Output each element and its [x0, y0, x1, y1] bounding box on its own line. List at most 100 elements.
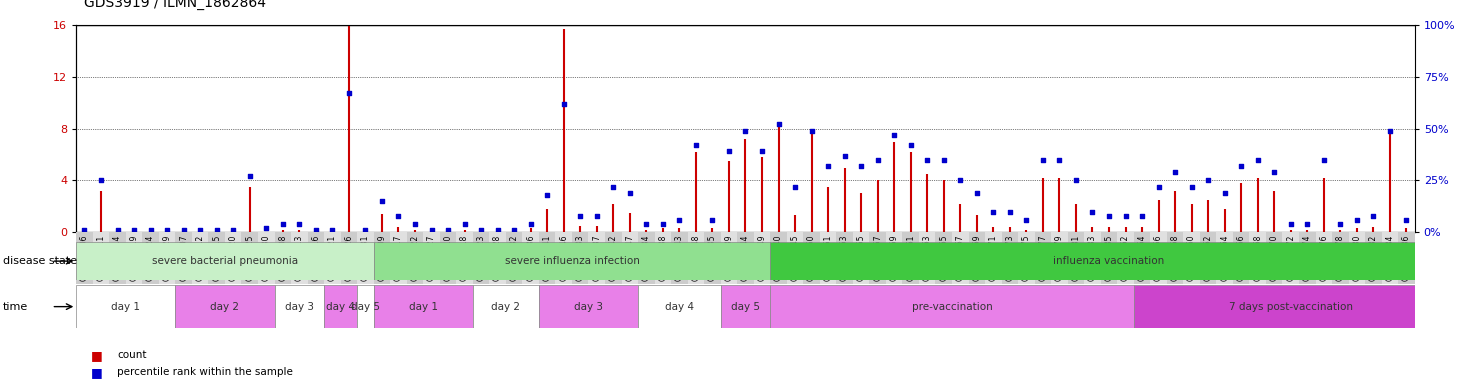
Bar	[126, 232, 142, 284]
Bar	[274, 232, 292, 284]
Text: ■: ■	[91, 349, 103, 362]
Point	[1196, 177, 1220, 184]
Point	[205, 227, 229, 233]
Text: day 1: day 1	[111, 301, 141, 312]
Text: GSM509777: GSM509777	[1038, 235, 1047, 281]
Bar	[506, 232, 522, 284]
Bar	[424, 232, 440, 284]
Bar	[1349, 232, 1365, 284]
Point	[800, 127, 824, 134]
Point	[1328, 221, 1352, 227]
Bar	[324, 285, 358, 328]
Bar	[1199, 232, 1217, 284]
Bar	[770, 285, 1133, 328]
Bar	[869, 232, 885, 284]
Text: GSM509740: GSM509740	[774, 235, 783, 281]
Point	[155, 227, 179, 233]
Text: GSM509764: GSM509764	[1220, 235, 1229, 281]
Point	[1164, 169, 1187, 175]
Bar	[688, 232, 704, 284]
Point	[1097, 213, 1120, 219]
Text: GSM509710: GSM509710	[444, 235, 453, 281]
Point	[106, 227, 129, 233]
Point	[1394, 217, 1418, 223]
Bar	[374, 242, 770, 280]
Bar	[456, 232, 474, 284]
Bar	[655, 232, 671, 284]
Point	[585, 213, 608, 219]
Bar	[1315, 232, 1333, 284]
Text: GSM509713: GSM509713	[295, 235, 303, 281]
Bar	[919, 232, 935, 284]
Text: GSM509761: GSM509761	[906, 235, 915, 281]
Text: percentile rank within the sample: percentile rank within the sample	[117, 367, 293, 377]
Text: GSM509716: GSM509716	[311, 235, 321, 281]
Text: GSM509719: GSM509719	[129, 235, 139, 281]
Point	[371, 198, 394, 204]
Point	[503, 227, 526, 233]
Bar	[242, 232, 258, 284]
Text: severe influenza infection: severe influenza infection	[504, 256, 639, 266]
Text: day 4: day 4	[666, 301, 693, 312]
Point	[932, 157, 956, 163]
Text: ■: ■	[91, 366, 103, 379]
Point	[287, 221, 311, 227]
Bar	[158, 232, 176, 284]
Bar	[704, 232, 721, 284]
Bar	[1217, 232, 1233, 284]
Bar	[638, 232, 655, 284]
Text: GSM509755: GSM509755	[856, 235, 865, 281]
Text: GSM509715: GSM509715	[213, 235, 221, 281]
Point	[1014, 217, 1038, 223]
Bar	[224, 232, 242, 284]
Text: GSM509736: GSM509736	[526, 235, 535, 281]
Bar	[1035, 232, 1051, 284]
Bar	[903, 232, 919, 284]
Point	[883, 132, 906, 138]
Point	[519, 221, 542, 227]
Point	[73, 227, 97, 233]
Text: GSM509765: GSM509765	[940, 235, 949, 281]
Text: GSM509750: GSM509750	[808, 235, 817, 281]
Point	[1246, 157, 1270, 163]
Bar	[754, 232, 770, 284]
Bar	[539, 285, 638, 328]
Bar	[324, 232, 340, 284]
Point	[139, 227, 163, 233]
Text: GSM509759: GSM509759	[890, 235, 899, 281]
Text: GSM509718: GSM509718	[460, 235, 469, 281]
Text: GSM509729: GSM509729	[163, 235, 172, 281]
Point	[453, 221, 476, 227]
Point	[635, 221, 658, 227]
Text: GSM509753: GSM509753	[840, 235, 849, 281]
Point	[915, 157, 938, 163]
Text: GSM509775: GSM509775	[1022, 235, 1031, 281]
Bar	[985, 232, 1001, 284]
Text: GSM509769: GSM509769	[972, 235, 981, 281]
Bar	[358, 285, 374, 328]
Bar	[1333, 232, 1349, 284]
Point	[1212, 190, 1236, 196]
Bar	[1233, 232, 1249, 284]
Bar	[192, 232, 208, 284]
Bar	[490, 232, 506, 284]
Text: GSM509731: GSM509731	[361, 235, 369, 281]
Bar	[176, 232, 192, 284]
Point	[1130, 213, 1154, 219]
Point	[667, 217, 690, 223]
Point	[783, 184, 806, 190]
Point	[998, 209, 1022, 215]
Text: GSM509782: GSM509782	[1369, 235, 1378, 281]
Point	[189, 227, 213, 233]
Bar	[1249, 232, 1267, 284]
Text: day 1: day 1	[409, 301, 438, 312]
Point	[701, 217, 724, 223]
Text: GSM509721: GSM509721	[328, 235, 337, 281]
Bar	[951, 232, 969, 284]
Text: GSM509766: GSM509766	[1237, 235, 1246, 281]
Text: GSM509722: GSM509722	[410, 235, 419, 281]
Point	[717, 148, 740, 154]
Bar	[1299, 232, 1315, 284]
Point	[1362, 213, 1385, 219]
Text: GSM509747: GSM509747	[626, 235, 635, 281]
